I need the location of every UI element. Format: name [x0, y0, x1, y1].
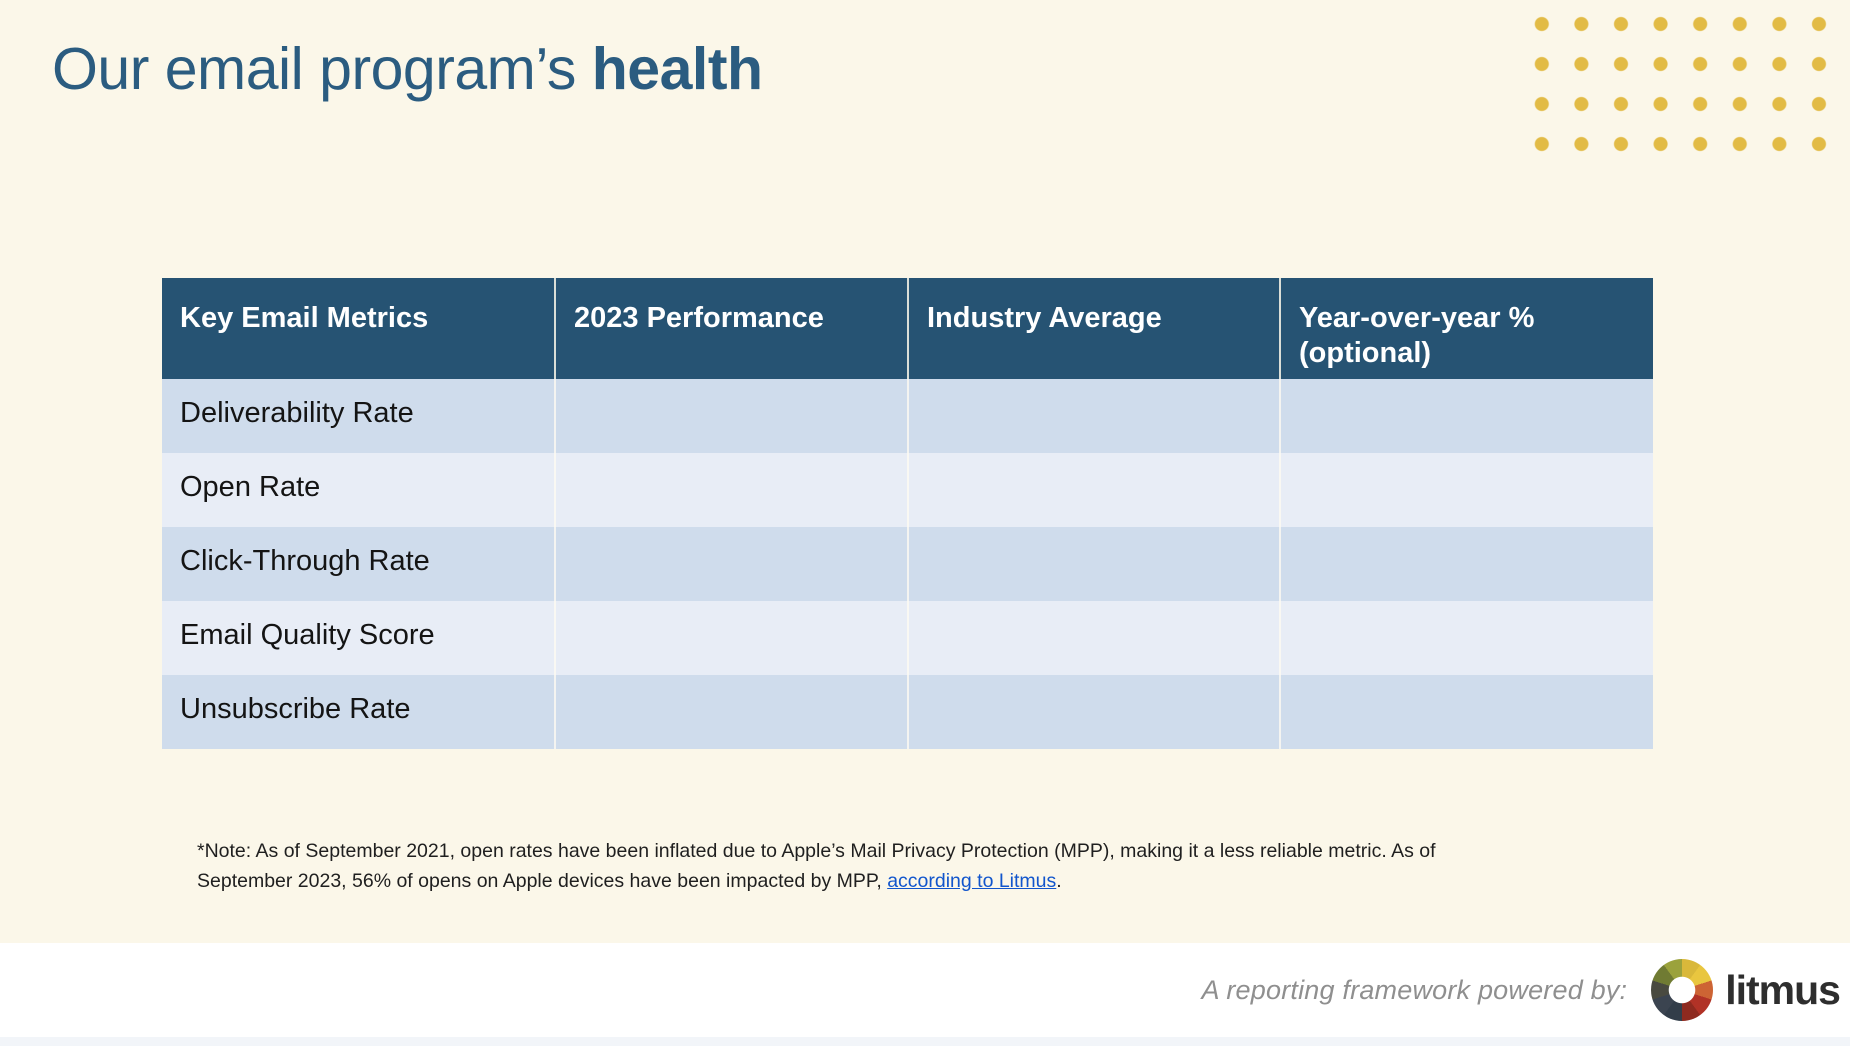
footnote: *Note: As of September 2021, open rates …: [197, 836, 1527, 896]
table-row: Email Quality Score: [162, 601, 1653, 675]
row-label: Click-Through Rate: [162, 527, 556, 601]
cell-performance: [555, 675, 909, 749]
footer-bar: A reporting framework powered by: litmus: [0, 943, 1850, 1037]
cell-yoy: [1280, 675, 1653, 749]
header-key-email-metrics: Key Email Metrics: [162, 278, 556, 379]
footer-tagline: A reporting framework powered by:: [1201, 974, 1628, 1005]
table-header-row: Key Email Metrics 2023 Performance Indus…: [162, 278, 1653, 379]
cell-yoy: [1280, 527, 1653, 601]
cell-yoy: [1280, 379, 1653, 453]
row-label: Open Rate: [162, 453, 556, 527]
row-label: Email Quality Score: [162, 601, 556, 675]
litmus-logo-icon: [1651, 959, 1714, 1021]
table-row: Unsubscribe Rate: [162, 675, 1653, 749]
cell-industry-average: [908, 453, 1281, 527]
bottom-edge-strip: [0, 1037, 1850, 1046]
cell-performance: [555, 453, 909, 527]
row-label: Unsubscribe Rate: [162, 675, 556, 749]
cell-performance: [555, 601, 909, 675]
cell-performance: [555, 527, 909, 601]
page-title-bold: health: [591, 36, 763, 102]
table-row: Click-Through Rate: [162, 527, 1653, 601]
litmus-wordmark: litmus: [1725, 966, 1841, 1013]
page-title: Our email program’s health: [52, 36, 763, 104]
row-label: Deliverability Rate: [162, 379, 556, 453]
header-industry-average: Industry Average: [908, 278, 1281, 379]
table-row: Open Rate: [162, 453, 1653, 527]
cell-yoy: [1280, 453, 1653, 527]
page-title-regular: Our email program’s: [52, 36, 592, 102]
cell-industry-average: [908, 601, 1281, 675]
cell-industry-average: [908, 675, 1281, 749]
metrics-table: Key Email Metrics 2023 Performance Indus…: [162, 278, 1653, 749]
footnote-text: *Note: As of September 2021, open rates …: [197, 840, 1436, 892]
cell-performance: [555, 379, 909, 453]
header-2023-performance: 2023 Performance: [555, 278, 909, 379]
table-row: Deliverability Rate: [162, 379, 1653, 453]
slide-canvas: Our email program’s health Key Email Met…: [0, 0, 1850, 943]
cell-industry-average: [908, 379, 1281, 453]
cell-yoy: [1280, 601, 1653, 675]
header-yoy-percent: Year-over-year % (optional): [1280, 278, 1653, 379]
dot-pattern-decoration: [1522, 4, 1840, 164]
according-to-litmus-link[interactable]: according to Litmus: [887, 870, 1057, 892]
footnote-period: .: [1056, 870, 1062, 892]
cell-industry-average: [908, 527, 1281, 601]
